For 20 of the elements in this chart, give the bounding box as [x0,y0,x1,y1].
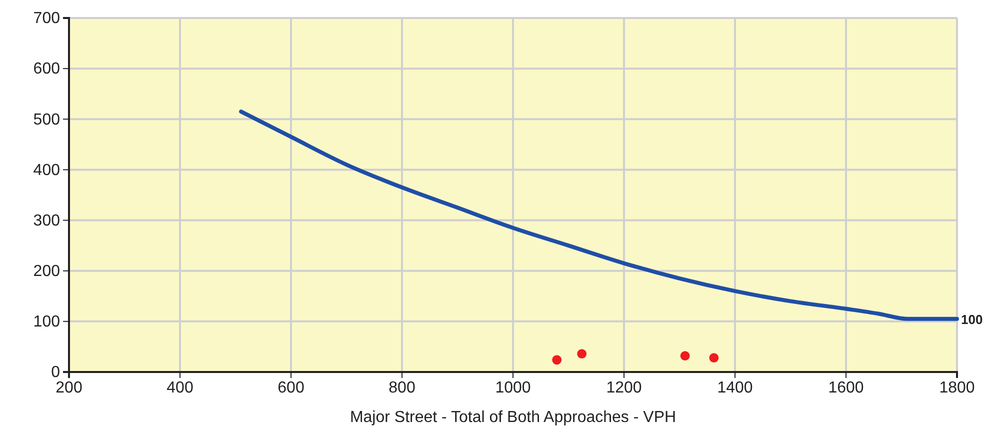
x-tick-label: 1600 [828,379,864,396]
y-tick-label: 700 [33,10,60,28]
y-tick-label: 200 [33,262,60,280]
x-tick-label: 800 [388,379,416,396]
x-tick-label: 400 [166,379,194,396]
x-tick-label: 600 [278,379,304,396]
y-tick-label: 100 [33,314,60,331]
x-tick-label: 1800 [939,379,975,396]
y-tick-label: 600 [33,60,60,78]
y-tick-label: 300 [33,212,60,230]
y-tick-label: 400 [33,162,60,179]
line-series [239,110,959,321]
x-tick-label: 200 [56,379,82,396]
y-tick-label: 500 [33,111,60,128]
x-axis-title: Major Street - Total of Both Approaches - VPH [350,409,676,426]
x-tick-label: 1400 [717,379,753,396]
annotation: 100 [961,312,983,327]
y-tick-label: 0 [51,364,60,382]
x-tick-label: 1000 [495,379,531,396]
x-tick-label: 1200 [606,379,642,396]
